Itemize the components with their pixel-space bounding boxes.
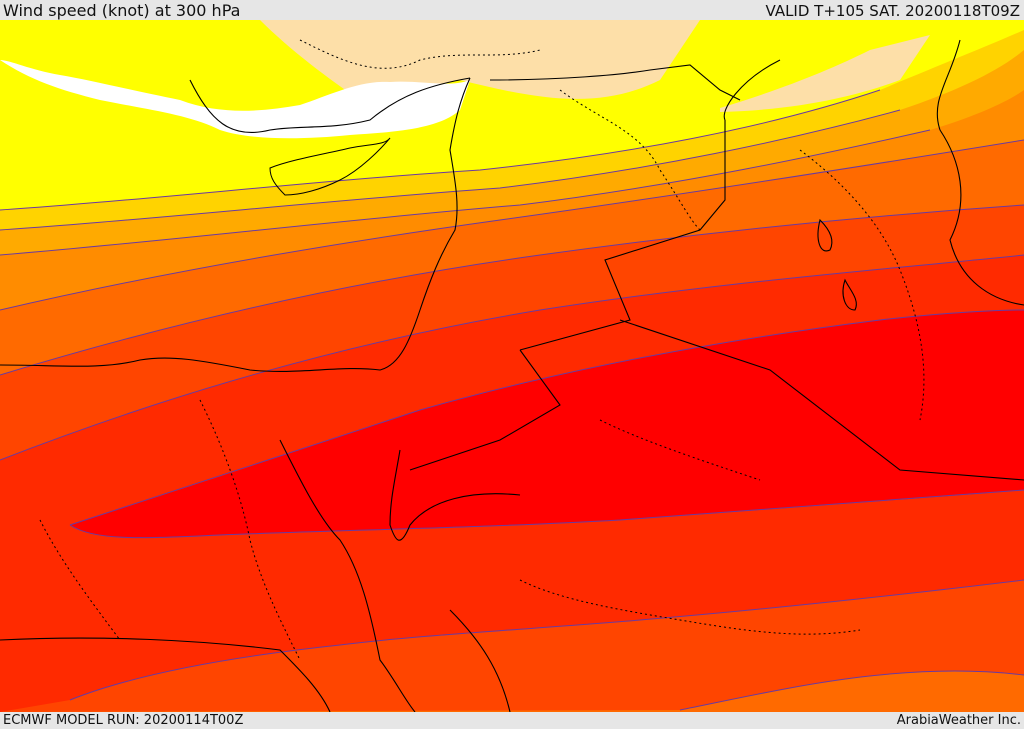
wind-speed-map — [0, 20, 1024, 712]
footer-bar: ECMWF MODEL RUN: 20200114T00Z ArabiaWeat… — [0, 712, 1024, 729]
credit-label: ArabiaWeather Inc. — [896, 713, 1021, 728]
band-red-core — [70, 310, 1024, 538]
cyprus-island — [269, 137, 391, 196]
map-title: Wind speed (knot) at 300 hPa — [3, 1, 241, 20]
model-run-label: ECMWF MODEL RUN: 20200114T00Z — [3, 713, 244, 728]
header-bar: Wind speed (knot) at 300 hPa VALID T+105… — [0, 0, 1024, 20]
band-lightest-ne — [720, 35, 930, 112]
map-canvas — [0, 20, 1024, 712]
admin-boundaries — [39, 39, 925, 661]
valid-time-label: VALID T+105 SAT. 20200118T09Z — [765, 2, 1020, 20]
coastlines — [0, 39, 1024, 712]
mediterranean-sea — [0, 60, 470, 139]
